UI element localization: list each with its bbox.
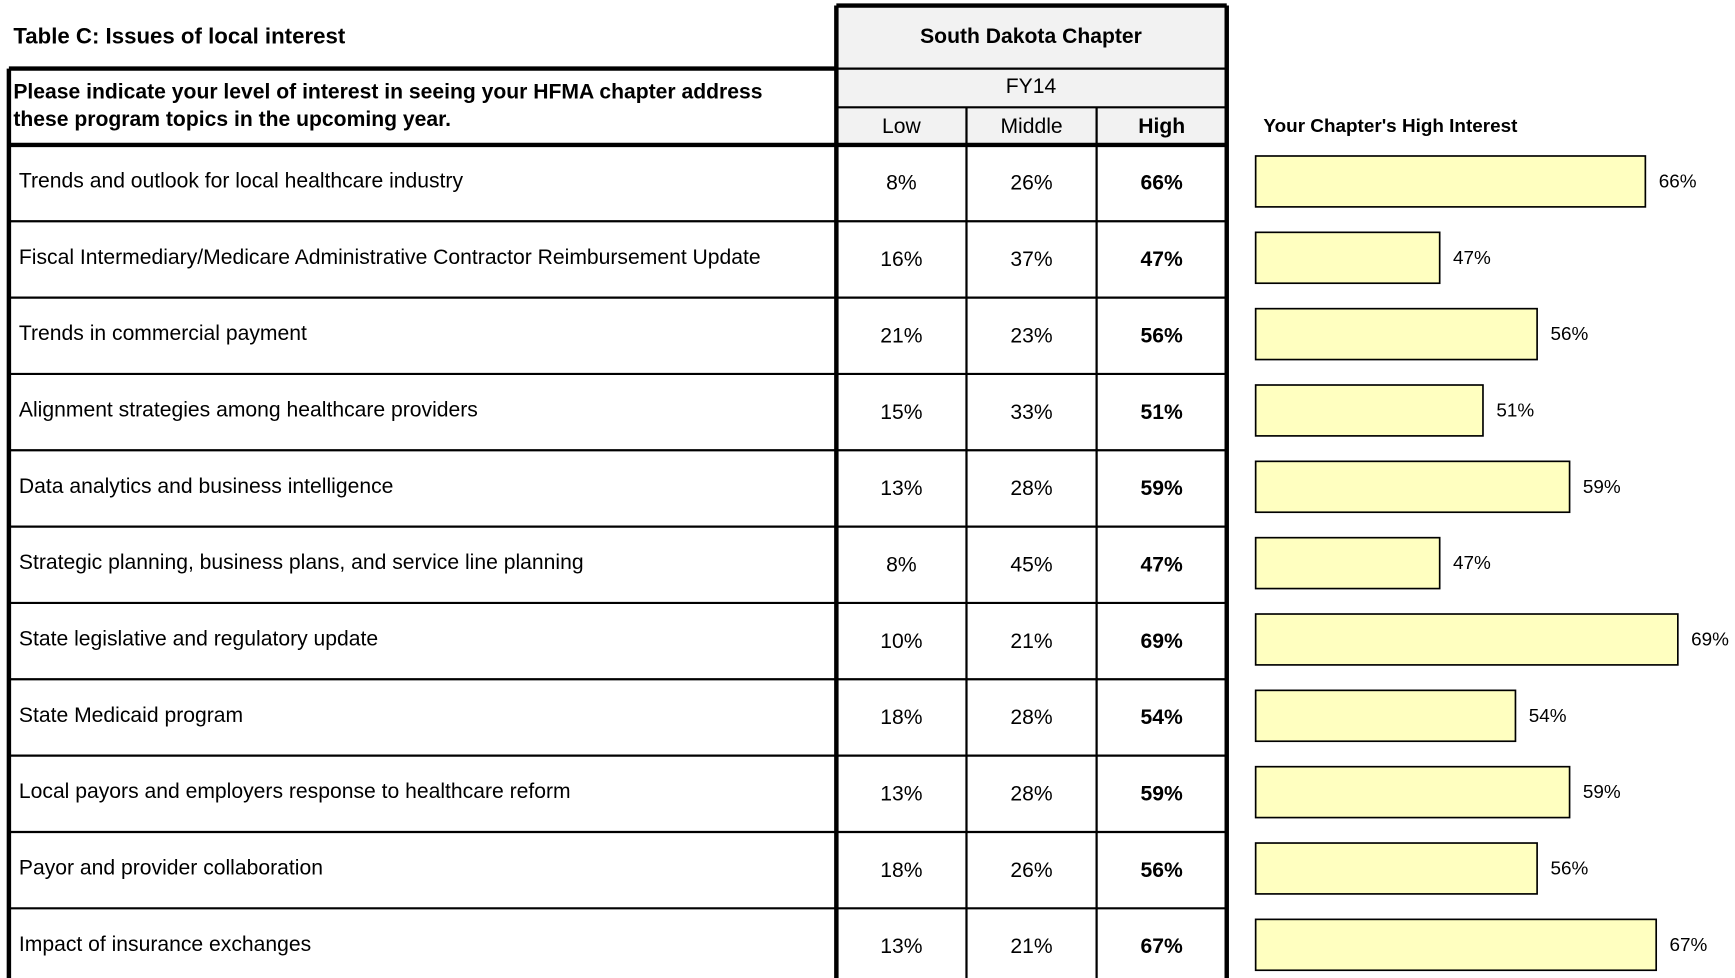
cell: 26% xyxy=(1010,172,1052,195)
bar xyxy=(1254,384,1484,437)
row-label: Data analytics and business intelligence xyxy=(19,475,393,498)
cell: 18% xyxy=(880,859,922,882)
cell: 21% xyxy=(1010,630,1052,653)
cell: 56% xyxy=(1141,324,1184,347)
value-label: 66% xyxy=(1659,171,1697,192)
cell: 21% xyxy=(1010,935,1052,958)
column-header: Middle xyxy=(1000,115,1062,138)
bar xyxy=(1254,460,1571,514)
value-label: 69% xyxy=(1691,629,1729,650)
row-label: Local payors and employers response to h… xyxy=(19,780,571,803)
row-label: Alignment strategies among healthcare pr… xyxy=(19,399,478,422)
bar xyxy=(1254,536,1441,590)
bar xyxy=(1254,765,1571,819)
cell: 59% xyxy=(1141,782,1184,805)
row-label: Fiscal Intermediary/Medicare Administrat… xyxy=(19,246,761,269)
question: Please indicate your level of interest i… xyxy=(13,81,762,104)
cell: 28% xyxy=(1010,782,1052,805)
cell: 28% xyxy=(1010,706,1052,729)
value-label: 54% xyxy=(1529,705,1567,726)
cell: 51% xyxy=(1141,401,1184,424)
value-label: 67% xyxy=(1670,934,1708,955)
period-header: FY14 xyxy=(1006,75,1057,98)
bar xyxy=(1254,307,1538,361)
value-label: 59% xyxy=(1583,781,1621,802)
cell: 15% xyxy=(880,401,922,424)
row-label: Impact of insurance exchanges xyxy=(19,933,311,956)
value-label: 47% xyxy=(1453,247,1491,268)
cell: 13% xyxy=(880,782,922,805)
value-label: 56% xyxy=(1550,323,1588,344)
cell: 67% xyxy=(1141,935,1184,958)
cell: 23% xyxy=(1010,324,1052,347)
cell: 13% xyxy=(880,477,922,500)
cell: 45% xyxy=(1010,553,1052,576)
cell: 8% xyxy=(886,553,917,576)
bar xyxy=(1254,231,1441,285)
bar xyxy=(1254,842,1538,895)
bar xyxy=(1254,613,1679,666)
cell: 16% xyxy=(880,248,922,271)
bar xyxy=(1254,918,1658,972)
group-header: South Dakota Chapter xyxy=(920,25,1142,48)
row-label: State legislative and regulatory update xyxy=(19,628,378,651)
question: these program topics in the upcoming yea… xyxy=(13,108,451,131)
cell: 69% xyxy=(1141,630,1184,653)
row-label: State Medicaid program xyxy=(19,704,243,727)
cell: 47% xyxy=(1141,553,1184,576)
cell: 56% xyxy=(1141,859,1184,882)
cell: 28% xyxy=(1010,477,1052,500)
column-header: High xyxy=(1138,115,1185,138)
bar xyxy=(1254,155,1647,208)
bar xyxy=(1254,689,1517,743)
table-title: Table C: Issues of local interest xyxy=(13,24,346,49)
row-label: Payor and provider collaboration xyxy=(19,857,323,880)
value-label: 47% xyxy=(1453,552,1491,573)
row-label: Trends in commercial payment xyxy=(19,322,307,345)
cell: 59% xyxy=(1141,477,1184,500)
cell: 37% xyxy=(1010,248,1052,271)
value-label: 51% xyxy=(1496,400,1534,421)
value-label: 56% xyxy=(1550,858,1588,879)
chart-title: Your Chapter's High Interest xyxy=(1263,115,1518,136)
value-label: 59% xyxy=(1583,476,1621,497)
cell: 26% xyxy=(1010,859,1052,882)
cell: 18% xyxy=(880,706,922,729)
cell: 33% xyxy=(1010,401,1052,424)
row-label: Strategic planning, business plans, and … xyxy=(19,551,584,574)
cell: 47% xyxy=(1141,248,1184,271)
cell: 54% xyxy=(1141,706,1184,729)
column-header: Low xyxy=(882,115,922,138)
cell: 8% xyxy=(886,172,917,195)
cell: 13% xyxy=(880,935,922,958)
cell: 21% xyxy=(880,324,922,347)
cell: 10% xyxy=(880,630,922,653)
row-label: Trends and outlook for local healthcare … xyxy=(19,170,464,193)
cell: 66% xyxy=(1141,172,1184,195)
header-bg xyxy=(836,5,1227,145)
